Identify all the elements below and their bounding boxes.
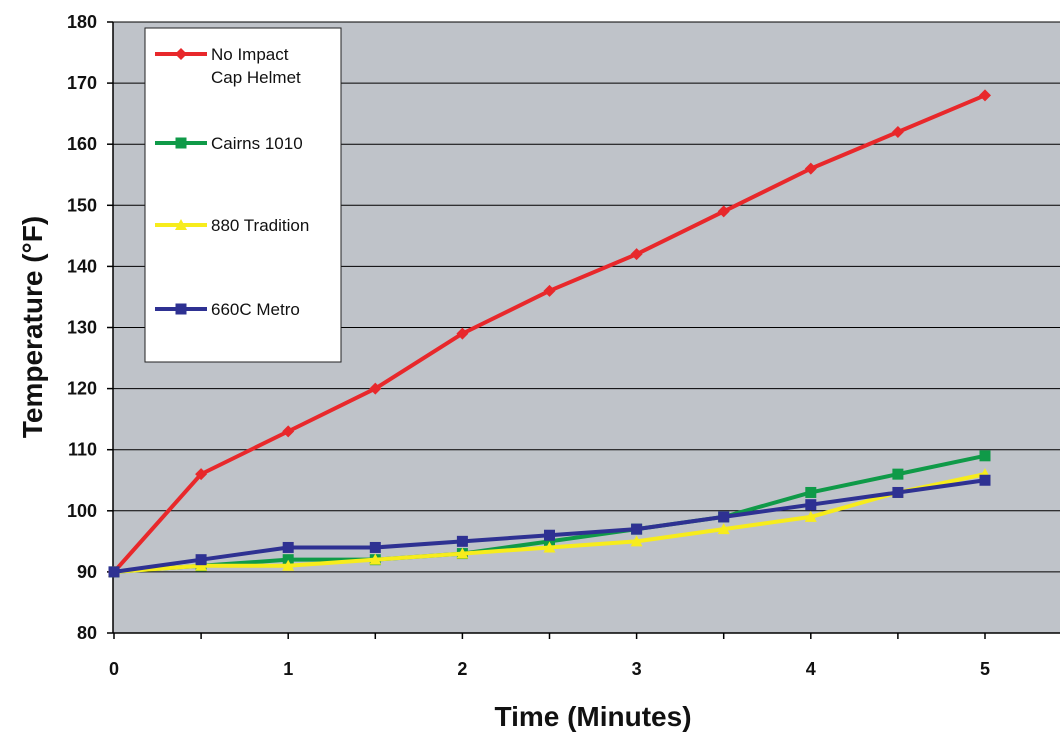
data-point-marker xyxy=(543,284,556,297)
y-tick-label: 170 xyxy=(67,73,97,93)
data-point-marker xyxy=(456,547,469,559)
y-tick-label: 140 xyxy=(67,256,97,276)
data-point-marker xyxy=(282,541,294,553)
data-point-marker xyxy=(979,89,991,102)
y-tick-label: 160 xyxy=(67,134,97,154)
data-point-marker xyxy=(195,559,208,571)
y-tick-label: 90 xyxy=(77,562,97,582)
data-point-marker xyxy=(717,205,730,218)
y-tick-label: 130 xyxy=(67,318,97,338)
data-point-marker xyxy=(544,535,555,547)
y-tick-label: 110 xyxy=(68,440,97,460)
legend-entry-2: 880 Tradition xyxy=(155,216,309,235)
data-point-marker xyxy=(543,541,556,553)
y-tick-label: 150 xyxy=(67,195,97,215)
data-point-marker xyxy=(456,535,468,547)
legend-swatch-marker xyxy=(175,137,187,149)
data-point-marker xyxy=(979,474,991,486)
data-point-marker xyxy=(717,523,730,535)
series-3 xyxy=(108,474,991,578)
legend-entry-3: 660C Metro xyxy=(155,300,300,319)
data-point-marker xyxy=(630,248,643,261)
legend: No Impact Cap Helmet Cairns 1010 880 Tradit… xyxy=(144,27,342,363)
data-point-marker xyxy=(108,566,120,578)
axes xyxy=(107,21,1060,639)
legend-label: 660C Metro xyxy=(211,300,300,319)
data-point-marker xyxy=(456,327,469,340)
x-tick-label: 1 xyxy=(283,659,293,679)
data-point-marker xyxy=(544,529,555,541)
data-point-marker xyxy=(282,425,295,438)
x-tick-label: 4 xyxy=(806,659,816,679)
x-axis-tick-labels: 0 1 2 3 4 5 xyxy=(109,659,990,679)
x-axis-title: Time (Minutes) xyxy=(494,701,691,732)
y-axis-title: Temperature (°F) xyxy=(17,216,48,438)
legend-label: Cap Helmet xyxy=(211,68,301,87)
legend-entry-0: No Impact Cap Helmet xyxy=(155,45,301,87)
data-point-marker xyxy=(805,486,817,498)
x-tick-label: 0 xyxy=(109,659,119,679)
data-point-marker xyxy=(892,468,904,480)
data-point-marker xyxy=(805,499,817,511)
data-point-marker xyxy=(892,486,904,498)
data-point-marker xyxy=(369,553,382,565)
series-2 xyxy=(108,468,991,577)
data-point-marker xyxy=(195,468,208,481)
legend-label: Cairns 1010 xyxy=(211,134,303,153)
data-point-marker xyxy=(369,382,382,395)
legend-swatch-marker xyxy=(175,219,187,230)
x-tick-label: 2 xyxy=(457,659,467,679)
data-point-marker xyxy=(630,535,643,547)
y-tick-label: 100 xyxy=(67,501,97,521)
series-0 xyxy=(108,89,991,578)
data-point-marker xyxy=(631,523,643,535)
series-group xyxy=(108,89,991,578)
data-point-marker xyxy=(282,559,295,571)
data-point-marker xyxy=(891,125,904,138)
y-tick-label: 120 xyxy=(67,379,97,399)
x-tick-label: 5 xyxy=(980,659,990,679)
data-point-marker xyxy=(195,554,207,566)
y-axis-tick-labels: 80 90 100 110 120 130 140 150 160 170 180 xyxy=(67,12,97,643)
data-point-marker xyxy=(718,511,730,523)
data-point-marker xyxy=(282,554,294,566)
y-tick-label: 80 xyxy=(77,623,97,643)
legend-label: 880 Tradition xyxy=(211,216,309,235)
x-tick-label: 3 xyxy=(632,659,642,679)
legend-swatch-marker xyxy=(175,48,187,60)
data-point-marker xyxy=(804,162,817,175)
y-tick-label: 180 xyxy=(67,12,97,32)
legend-label: No Impact xyxy=(211,45,289,64)
data-point-marker xyxy=(979,450,991,462)
data-point-marker xyxy=(369,541,381,553)
legend-swatch-marker xyxy=(175,303,187,315)
data-point-marker xyxy=(804,510,817,522)
legend-entry-1: Cairns 1010 xyxy=(155,134,303,153)
